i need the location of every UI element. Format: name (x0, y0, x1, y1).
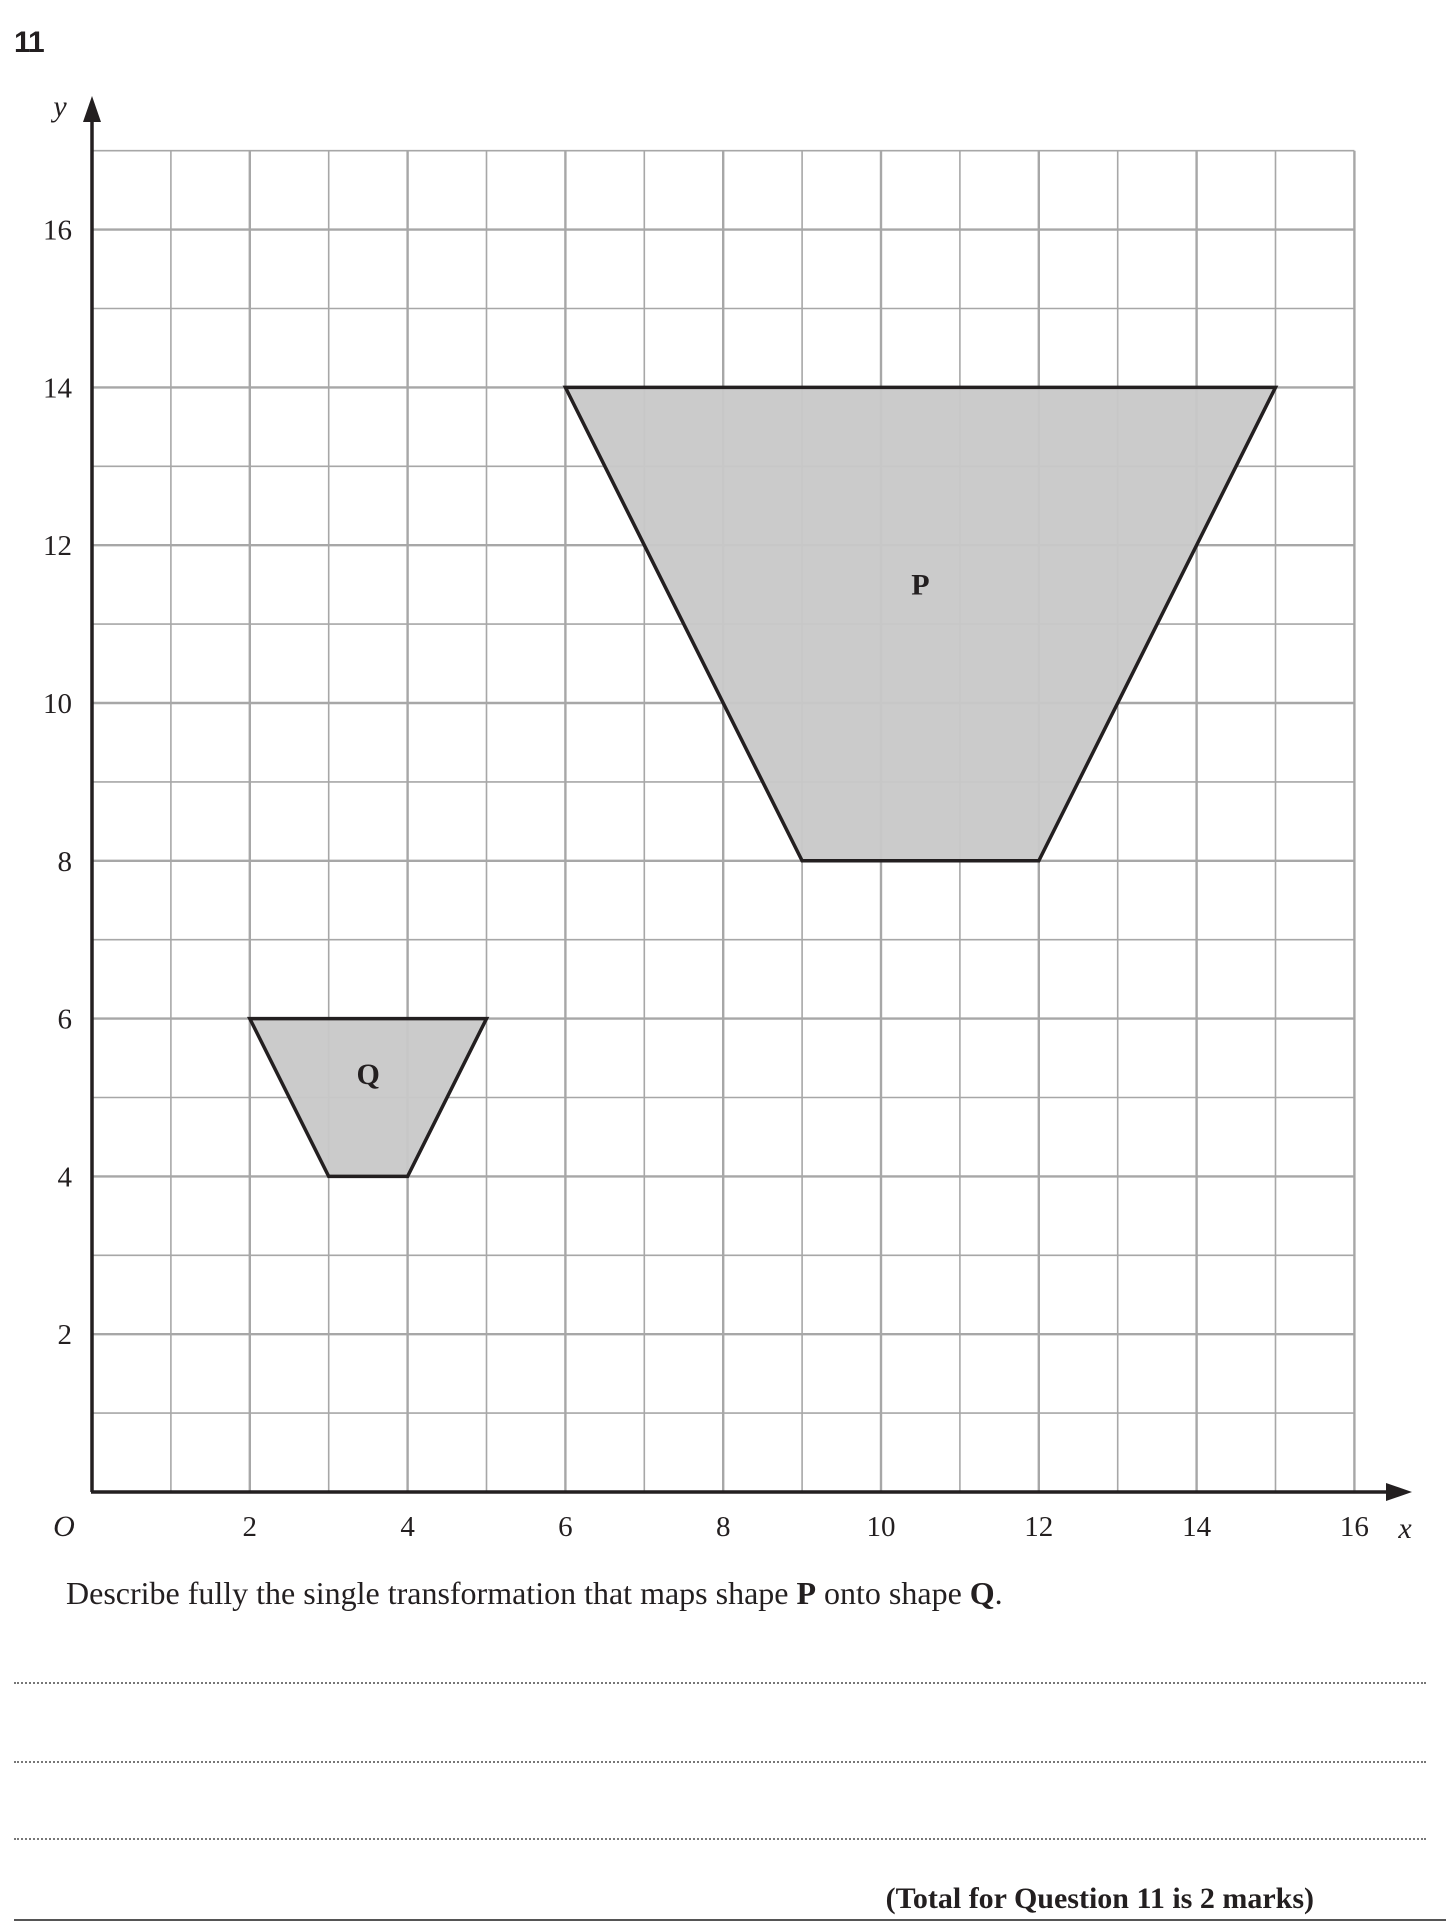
question-prompt: Describe fully the single transformation… (66, 1575, 1003, 1612)
x-tick-label: 2 (243, 1511, 258, 1543)
y-tick-label: 8 (58, 846, 73, 878)
total-marks: (Total for Question 11 is 2 marks) (885, 1882, 1314, 1915)
y-axis-label: y (50, 90, 67, 123)
axes (83, 96, 1412, 1501)
prompt-text-end: . (994, 1575, 1003, 1611)
y-tick-label: 12 (43, 530, 72, 562)
shapes: PQ (246, 385, 1279, 1179)
y-tick-label: 10 (43, 688, 72, 720)
y-tick-label: 16 (43, 215, 72, 247)
question-number: 11 (14, 26, 45, 59)
y-axis-arrow (83, 96, 101, 122)
answer-line[interactable] (14, 1761, 1426, 1763)
x-tick-label: 14 (1182, 1511, 1212, 1543)
tick-labels: 2 4 6 8 10 12 14 16 2 4 6 8 10 12 14 16 O x y (43, 90, 1412, 1545)
origin-label: O (53, 1510, 75, 1543)
shape-q (246, 1016, 490, 1179)
shape-q-ref: Q (969, 1575, 995, 1611)
x-tick-label: 10 (867, 1511, 896, 1543)
bottom-rule (14, 1919, 1446, 1921)
prompt-text-middle: onto shape (816, 1575, 970, 1611)
x-tick-label: 4 (400, 1511, 415, 1543)
y-tick-label: 2 (58, 1319, 73, 1351)
answer-line[interactable] (14, 1682, 1426, 1684)
x-tick-label: 12 (1024, 1511, 1053, 1543)
x-tick-label: 6 (558, 1511, 573, 1543)
y-tick-label: 6 (58, 1004, 73, 1036)
shape-label-p: P (911, 569, 929, 602)
x-tick-label: 8 (716, 1511, 731, 1543)
grid-lines (92, 149, 1356, 1492)
shape-p (562, 385, 1279, 863)
x-axis-label: x (1397, 1512, 1412, 1545)
x-tick-label: 16 (1340, 1511, 1369, 1543)
answer-line[interactable] (14, 1838, 1426, 1840)
prompt-text-start: Describe fully the single transformation… (66, 1575, 797, 1611)
shape-p-ref: P (796, 1575, 817, 1611)
shape-label-q: Q (356, 1058, 379, 1091)
x-axis-arrow (1386, 1483, 1412, 1501)
y-tick-label: 14 (43, 372, 73, 404)
y-tick-label: 4 (58, 1161, 73, 1193)
